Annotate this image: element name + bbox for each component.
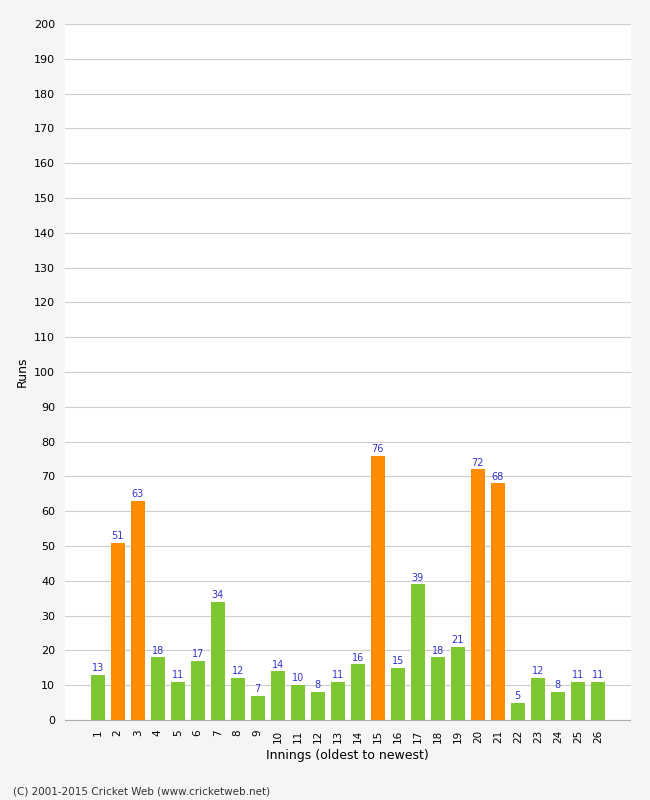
- Bar: [190, 661, 205, 720]
- Bar: [231, 678, 245, 720]
- Text: 11: 11: [172, 670, 184, 680]
- Bar: [591, 682, 604, 720]
- Text: 8: 8: [315, 681, 321, 690]
- Text: 11: 11: [592, 670, 604, 680]
- Text: 21: 21: [452, 635, 464, 645]
- Text: 18: 18: [151, 646, 164, 656]
- Text: (C) 2001-2015 Cricket Web (www.cricketweb.net): (C) 2001-2015 Cricket Web (www.cricketwe…: [13, 786, 270, 796]
- Bar: [91, 674, 105, 720]
- Bar: [450, 647, 465, 720]
- Bar: [551, 692, 565, 720]
- Bar: [111, 542, 125, 720]
- Bar: [491, 483, 505, 720]
- Text: 16: 16: [352, 653, 364, 662]
- Text: 13: 13: [92, 663, 104, 673]
- Text: 39: 39: [411, 573, 424, 582]
- Text: 72: 72: [471, 458, 484, 468]
- Text: 8: 8: [554, 681, 561, 690]
- Bar: [271, 671, 285, 720]
- Bar: [251, 696, 265, 720]
- Bar: [311, 692, 325, 720]
- X-axis label: Innings (oldest to newest): Innings (oldest to newest): [266, 749, 429, 762]
- Text: 63: 63: [131, 489, 144, 499]
- Bar: [291, 685, 305, 720]
- Bar: [411, 584, 424, 720]
- Text: 34: 34: [212, 590, 224, 600]
- Text: 12: 12: [231, 666, 244, 677]
- Text: 76: 76: [372, 444, 384, 454]
- Bar: [131, 501, 145, 720]
- Bar: [431, 658, 445, 720]
- Text: 5: 5: [515, 691, 521, 701]
- Text: 11: 11: [332, 670, 344, 680]
- Text: 10: 10: [292, 674, 304, 683]
- Bar: [151, 658, 164, 720]
- Bar: [171, 682, 185, 720]
- Text: 17: 17: [192, 649, 204, 659]
- Bar: [211, 602, 225, 720]
- Bar: [531, 678, 545, 720]
- Bar: [571, 682, 585, 720]
- Text: 14: 14: [272, 659, 284, 670]
- Bar: [331, 682, 345, 720]
- Bar: [391, 668, 405, 720]
- Text: 11: 11: [571, 670, 584, 680]
- Text: 15: 15: [391, 656, 404, 666]
- Text: 68: 68: [491, 472, 504, 482]
- Bar: [471, 470, 485, 720]
- Bar: [370, 455, 385, 720]
- Bar: [351, 664, 365, 720]
- Bar: [511, 702, 525, 720]
- Y-axis label: Runs: Runs: [16, 357, 29, 387]
- Text: 18: 18: [432, 646, 444, 656]
- Text: 51: 51: [112, 530, 124, 541]
- Text: 7: 7: [255, 684, 261, 694]
- Text: 12: 12: [532, 666, 544, 677]
